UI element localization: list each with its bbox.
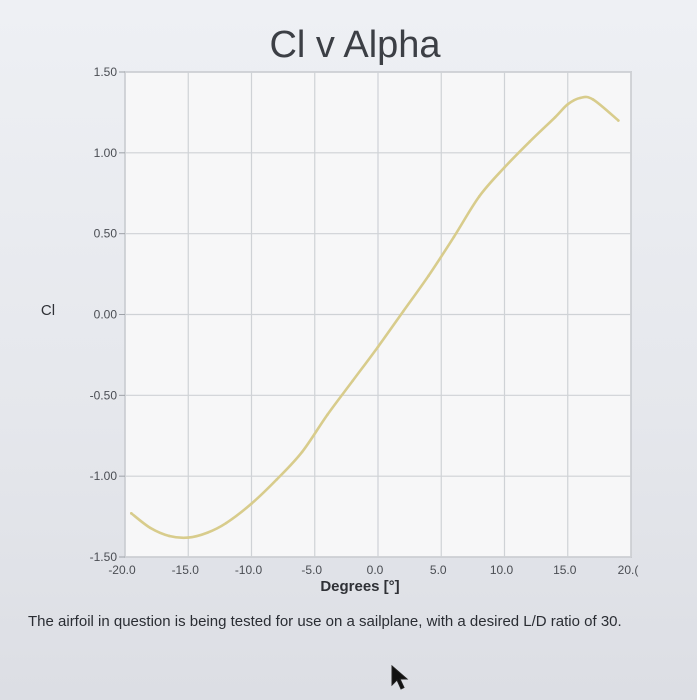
question-caption: The airfoil in question is being tested … (28, 613, 622, 630)
x-tick-label: -10.0 (235, 563, 263, 577)
y-tick-label: -1.00 (90, 469, 118, 483)
data-point (579, 96, 582, 100)
y-tick-label: 1.00 (94, 146, 118, 160)
grid (119, 71, 632, 558)
y-tick-label: 0.50 (94, 227, 118, 241)
data-point (130, 512, 133, 515)
x-tick-label: 0.0 (367, 563, 384, 577)
data-point (452, 235, 456, 239)
data-point (376, 345, 380, 349)
data-point (167, 534, 171, 538)
data-point (591, 98, 595, 101)
tick-labels: -20.0 -15.0 -10.0 -5.0 0.0 5.0 10.0 15.0 20.( 1.5… (90, 65, 639, 577)
data-point (250, 502, 253, 505)
x-tick-label: 10.0 (490, 563, 514, 577)
data-point (617, 119, 620, 122)
data-point (553, 115, 557, 119)
data-point (205, 531, 209, 535)
data-point (402, 309, 405, 313)
x-axis-label: Degrees [°] (320, 578, 399, 595)
chart-title: Cl v Alpha (269, 24, 441, 66)
y-axis-label: Cl (41, 302, 55, 319)
data-point (224, 521, 228, 525)
data-point (351, 379, 355, 383)
data-point (528, 140, 532, 143)
data-point (427, 274, 430, 278)
x-tick-label: 5.0 (430, 563, 447, 577)
x-tick-label: -20.0 (108, 563, 136, 577)
x-tick-label: -5.0 (301, 563, 322, 577)
x-tick-label: 15.0 (553, 563, 577, 577)
series (130, 95, 620, 540)
data-point (477, 195, 481, 198)
chart-svg: Cl v Alpha -20.0 -15.0 -10.0 -5.0 0.0 5.0 10.0… (41, 24, 639, 595)
data-point (503, 166, 506, 169)
mouse-pointer-icon (391, 664, 409, 690)
y-tick-label: -0.50 (90, 388, 118, 402)
data-point (149, 526, 152, 530)
data-point (300, 450, 304, 454)
data-point (326, 413, 329, 417)
data-point (186, 536, 190, 539)
data-point (566, 103, 570, 106)
data-point (275, 478, 279, 481)
chart: Cl v Alpha -20.0 -15.0 -10.0 -5.0 0.0 5.0 10.0… (41, 24, 639, 595)
y-tick-label: 1.50 (94, 65, 118, 79)
x-tick-label: -15.0 (172, 563, 200, 577)
x-tick-label: 20.( (618, 563, 639, 577)
y-tick-label: 0.00 (94, 308, 118, 322)
y-tick-label: -1.50 (90, 550, 118, 564)
